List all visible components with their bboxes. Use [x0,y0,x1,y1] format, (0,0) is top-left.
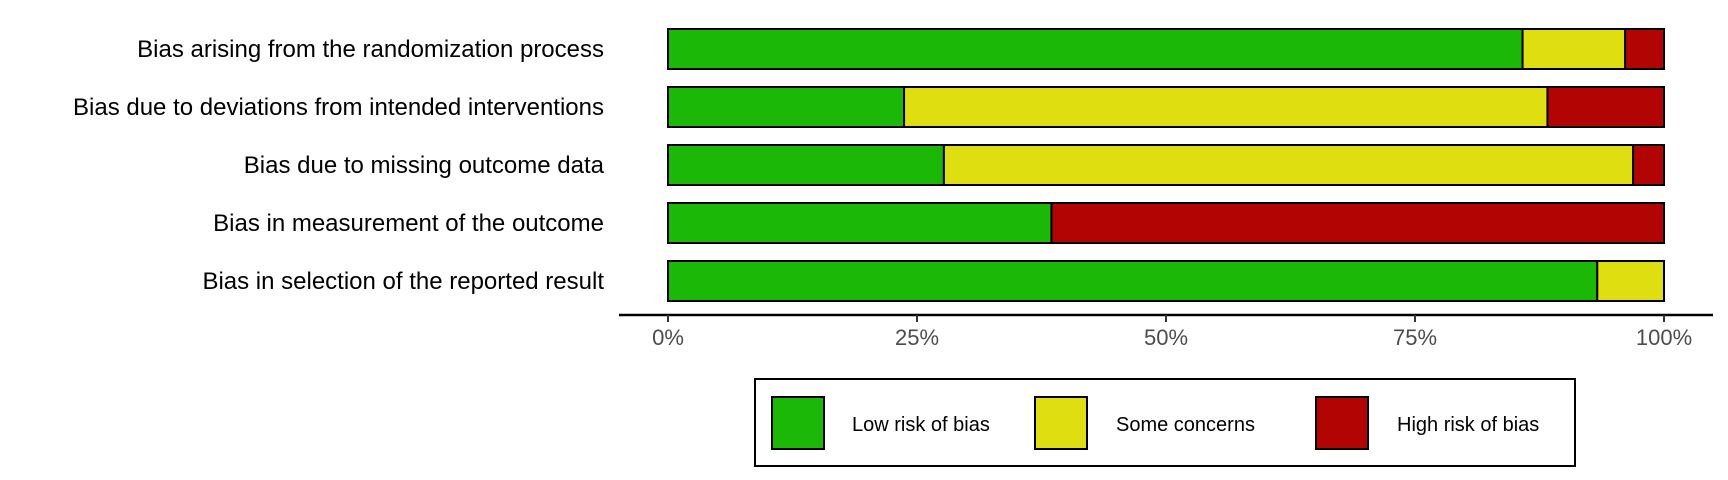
legend-label-some-concerns: Some concerns [1116,414,1255,436]
bar-segment-some-concerns-5 [1596,260,1665,302]
legend-key-some-concerns [1034,396,1088,450]
legend-key-low-risk-of-bias [771,396,825,450]
bar-segment-some-concerns-2 [903,86,1549,128]
category-label: Bias in selection of the reported result [202,268,604,295]
x-tick-label: 50% [1144,325,1188,350]
bar-segment-low-risk-of-bias-5 [667,260,1599,302]
bar-segment-low-risk-of-bias-2 [667,86,906,128]
category-label: Bias arising from the randomization proc… [137,36,604,63]
legend: Low risk of bias Some concerns High risk o… [754,378,1576,467]
x-tick-label: 100% [1636,325,1692,350]
bar-segment-low-risk-of-bias-4 [667,202,1053,244]
legend-label-low-risk-of-bias: Low risk of bias [852,414,990,436]
legend-box [754,378,1576,467]
x-tick-label: 0% [652,325,684,350]
category-labels: Bias arising from the randomization proc… [73,36,605,295]
bar-segment-high-risk-of-bias-2 [1546,86,1666,128]
x-tick-label: 75% [1393,325,1437,350]
category-label: Bias due to deviations from intended int… [73,94,604,121]
category-label: Bias in measurement of the outcome [213,210,604,237]
x-tick-label: 25% [895,325,939,350]
bar-segment-high-risk-of-bias-1 [1624,28,1666,70]
legend-label-high-risk-of-bias: High risk of bias [1397,414,1539,436]
bar-segment-some-concerns-1 [1521,28,1627,70]
x-axis-ticks: 0% 25% 50% 75% 100% [652,315,1692,350]
bar-segment-high-risk-of-bias-4 [1050,202,1665,244]
bars-layer [667,28,1666,302]
legend-key-high-risk-of-bias [1315,396,1369,450]
category-label: Bias due to missing outcome data [244,152,605,179]
bar-segment-some-concerns-3 [942,144,1635,186]
bar-segment-high-risk-of-bias-3 [1632,144,1666,186]
bar-segment-low-risk-of-bias-1 [667,28,1524,70]
bar-segment-low-risk-of-bias-3 [667,144,945,186]
